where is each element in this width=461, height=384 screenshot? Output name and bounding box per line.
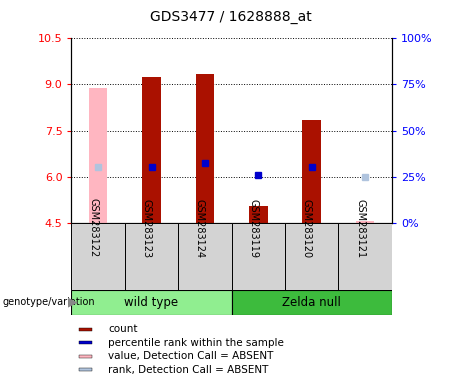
Text: Zelda null: Zelda null [282, 296, 341, 309]
Bar [79, 354, 92, 358]
Bar [195, 74, 214, 223]
Bar [71, 223, 125, 290]
Bar [79, 341, 92, 344]
Bar [178, 223, 231, 290]
Text: GSM283121: GSM283121 [355, 199, 365, 258]
Bar [231, 290, 392, 315]
Bar [142, 77, 161, 223]
Bar [356, 221, 374, 223]
Text: GSM283122: GSM283122 [88, 199, 98, 258]
Text: GSM283120: GSM283120 [302, 199, 312, 258]
Bar [285, 223, 338, 290]
Bar [338, 223, 392, 290]
Bar [231, 223, 285, 290]
Text: percentile rank within the sample: percentile rank within the sample [108, 338, 284, 348]
Text: GDS3477 / 1628888_at: GDS3477 / 1628888_at [150, 10, 311, 24]
Bar [89, 88, 107, 223]
Text: count: count [108, 324, 137, 334]
Bar [302, 120, 321, 223]
Bar [125, 223, 178, 290]
Text: GSM283123: GSM283123 [142, 199, 152, 258]
Text: rank, Detection Call = ABSENT: rank, Detection Call = ABSENT [108, 364, 268, 375]
Bar [71, 290, 231, 315]
Text: wild type: wild type [124, 296, 178, 309]
Text: GSM283124: GSM283124 [195, 199, 205, 258]
Bar [79, 368, 92, 371]
Text: value, Detection Call = ABSENT: value, Detection Call = ABSENT [108, 351, 273, 361]
Text: GSM283119: GSM283119 [248, 199, 258, 258]
Text: ▶: ▶ [68, 296, 78, 309]
Text: genotype/variation: genotype/variation [2, 297, 95, 308]
Bar [249, 206, 268, 223]
Bar [79, 328, 92, 331]
